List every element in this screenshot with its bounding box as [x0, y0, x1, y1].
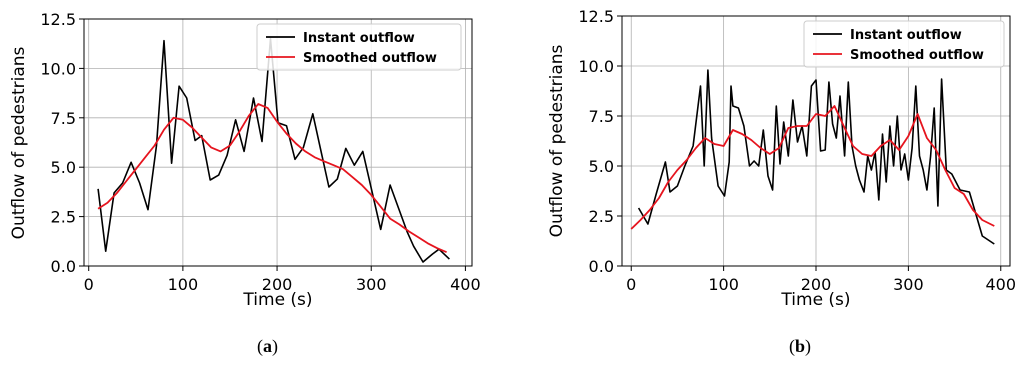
- legend-label-instant-outflow: Instant outflow: [850, 28, 962, 43]
- x-tick-label: 0: [626, 275, 636, 294]
- y-tick-label: 0.0: [51, 257, 76, 276]
- y-tick-label: 0.0: [589, 257, 614, 276]
- legend-label-smoothed-outflow: Smoothed outflow: [303, 51, 437, 66]
- y-tick-label: 10.0: [578, 57, 614, 76]
- x-tick-label: 400: [985, 275, 1016, 294]
- y-tick-label: 2.5: [589, 207, 614, 226]
- subfigure-caption-a: (a): [257, 336, 278, 356]
- y-axis-label: Outflow of pedestrians: [9, 46, 29, 239]
- legend: Instant outflow Smoothed outflow: [803, 20, 1005, 68]
- x-tick-label: 400: [450, 275, 481, 294]
- y-tick-label: 2.5: [51, 208, 76, 227]
- y-tick-label: 7.5: [51, 109, 76, 128]
- subfigure-label-b: b: [795, 336, 806, 356]
- plot-frame: [83, 18, 473, 267]
- x-axis-label: Time (s): [242, 290, 312, 310]
- legend-label-smoothed-outflow: Smoothed outflow: [850, 48, 984, 63]
- x-tick-label: 300: [356, 275, 387, 294]
- x-tick-label: 100: [168, 275, 199, 294]
- series-line-smoothed-outflow: [630, 105, 995, 230]
- y-tick-label: 10.0: [40, 59, 76, 78]
- x-tick-label: 0: [84, 275, 94, 294]
- legend-box: [256, 23, 462, 71]
- y-tick-label: 12.5: [40, 10, 76, 29]
- y-tick-label: 7.5: [589, 107, 614, 126]
- y-tick-label: 5.0: [589, 157, 614, 176]
- chart-panel-a: 0 100 200 300 400 0.0 2.5 5.0 7.5 10.0 12.5 Time (s…: [9, 10, 481, 310]
- series-line-instant-outflow: [97, 37, 450, 263]
- series-line-smoothed-outflow: [97, 103, 447, 254]
- x-tick-label: 200: [262, 275, 293, 294]
- y-axis-label: Outflow of pedestrians: [547, 44, 567, 237]
- y-tick-label: 12.5: [578, 7, 614, 26]
- series-line-instant-outflow: [637, 69, 995, 245]
- legend-label-instant-outflow: Instant outflow: [303, 31, 415, 46]
- y-tick-label: 5.0: [51, 158, 76, 177]
- subfigure-caption-b: (b): [789, 336, 812, 356]
- x-tick-label: 200: [801, 275, 832, 294]
- x-tick-label: 300: [893, 275, 924, 294]
- subfigure-label-a: a: [263, 336, 272, 356]
- x-axis-label: Time (s): [780, 290, 850, 310]
- chart-panel-b: 0 100 200 300 400 0.0 2.5 5.0 7.5 10.0 12.5 Time (s…: [547, 7, 1016, 310]
- legend: Instant outflow Smoothed outflow: [256, 23, 462, 71]
- x-tick-label: 100: [708, 275, 739, 294]
- legend-box: [803, 20, 1005, 68]
